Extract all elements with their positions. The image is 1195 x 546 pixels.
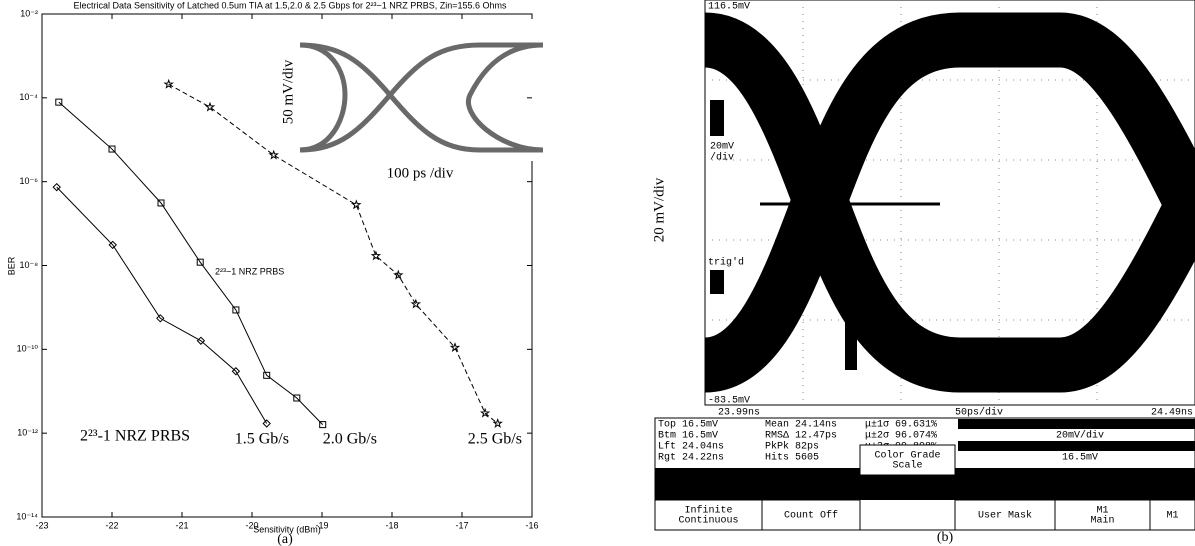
scope-button-label: Main	[1090, 515, 1114, 527]
scope-top: 116.5mV	[708, 2, 750, 13]
chart-title: Electrical Data Sensitivity of Latched 0…	[73, 0, 507, 10]
scope-cell: RMSΔ 12.47ps	[765, 431, 837, 442]
y-tick-label: 10⁻⁸	[19, 260, 38, 270]
scope-scale: 20mV	[710, 142, 734, 153]
caption: (b)	[937, 530, 954, 545]
scope-right-time: 24.49ns	[1151, 408, 1193, 419]
scope-button-label: M1	[1166, 511, 1178, 522]
marker	[165, 80, 173, 87]
series-label: 2.0 Gb/s	[323, 431, 377, 448]
histogram	[845, 300, 857, 370]
series-line	[59, 102, 323, 424]
x-tick-label: -18	[385, 520, 398, 530]
inset: 50 mV/div 100 ps /div	[280, 16, 543, 181]
scope-cell-bg	[958, 419, 1195, 429]
scope-cell: Hits 5605	[765, 452, 819, 464]
scope-scale: /div	[710, 152, 734, 164]
marker	[412, 300, 420, 307]
x-tick-label: -23	[35, 520, 48, 530]
annotation: 2²³−1 NRZ PRBS	[215, 266, 284, 276]
y-tick-label: 10⁻¹⁰	[17, 344, 39, 354]
y-tick-label: 10⁻¹⁴	[16, 511, 38, 521]
x-tick-label: -16	[525, 520, 538, 530]
scope-button-label: Continuous	[678, 515, 738, 527]
scope-button-label: User Mask	[978, 510, 1032, 522]
scope-cell: Btm 16.5mV	[658, 431, 718, 442]
scope-cell-bg	[958, 441, 1195, 451]
series-label: 1.5 Gb/s	[235, 431, 289, 448]
scope-button-label: Scale	[892, 460, 922, 472]
x-tick-label: -17	[455, 520, 468, 530]
y-tick-label: 10⁻⁶	[20, 176, 39, 186]
scope-timebase: 50ps/div	[955, 407, 1003, 419]
scope-bottom: -83.5mV	[708, 396, 750, 407]
scope-cell: μ±2σ 96.074%	[865, 431, 937, 442]
scope-cell: PkPk 82ps	[765, 441, 819, 453]
scope-cell: μ±1σ 69.631%	[865, 420, 937, 431]
y-tick-label: 10⁻⁴	[19, 92, 38, 102]
inset-y-label: 50 mV/div	[280, 59, 296, 124]
y-tick-label: 10⁻¹²	[17, 428, 38, 438]
scope-cell: Rgt 24.22ns	[658, 453, 724, 464]
y-axis-label: BER	[6, 256, 16, 275]
scope-cell: 20mV/div	[1056, 430, 1104, 442]
annotation: 2²³-1 NRZ PRBS	[80, 428, 190, 445]
scope-trig: trig'd	[708, 257, 744, 269]
scope-cell: 16.5mV	[1062, 453, 1098, 464]
inset-x-label: 100 ps /div	[387, 165, 454, 181]
x-tick-label: -20	[245, 520, 258, 530]
scale-icon	[710, 100, 724, 136]
y-tick-label: 10⁻²	[20, 8, 38, 18]
caption: (a)	[277, 532, 293, 546]
scope-cell: Lft 24.04ns	[658, 441, 724, 453]
figure: Electrical Data Sensitivity of Latched 0…	[0, 0, 1195, 546]
scope-cell: Mean 24.14ns	[765, 420, 837, 431]
scope-left-time: 23.99ns	[718, 408, 760, 419]
series-line	[57, 187, 267, 423]
trig-icon	[710, 270, 724, 294]
marker	[353, 201, 361, 208]
x-tick-label: -22	[105, 520, 118, 530]
scope: 116.5mV -83.5mV 20mV /div trig'd 23.99ns…	[655, 0, 1195, 530]
scope-button-label: Count Off	[784, 510, 838, 522]
scope-y-label: 20 mV/div	[651, 177, 667, 242]
page: Electrical Data Sensitivity of Latched 0…	[0, 0, 1195, 546]
x-tick-label: -21	[175, 520, 188, 530]
series-label: 2.5 Gb/s	[468, 431, 522, 448]
x-tick-label: -19	[315, 520, 328, 530]
scope-cell: Top 16.5mV	[658, 420, 718, 431]
